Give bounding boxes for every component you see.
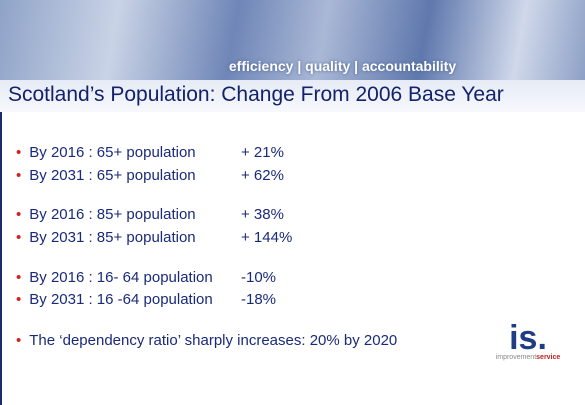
bullet: •By 2031 : 65+ population+ 62% (16, 167, 196, 184)
bullet: •By 2031 : 85+ population+ 144% (16, 229, 196, 246)
banner: efficiency | quality | accountability (0, 0, 585, 80)
bullet: •By 2016 : 16- 64 population-10% (16, 269, 213, 286)
bullet-dot: • (16, 206, 21, 223)
bullet-value: + 21% (241, 144, 284, 161)
logo-word: service (536, 354, 560, 361)
bullet-value: -10% (241, 269, 276, 286)
bullet-label: By 2016 : 85+ population (29, 206, 195, 223)
bullet-text: The ‘dependency ratio’ sharply increases… (29, 332, 397, 349)
logo-word: improvement (496, 354, 536, 361)
bullet-label: By 2016 : 16- 64 population (29, 269, 212, 286)
bullet-dot: • (16, 144, 21, 161)
bullet: •By 2031 : 16 -64 population-18% (16, 291, 213, 308)
bullet-value: + 38% (241, 206, 284, 223)
bullet-value: + 62% (241, 167, 284, 184)
tagline: efficiency | quality | accountability (0, 58, 585, 74)
title: Scotland’s Population: Change From 2006 … (0, 80, 585, 112)
logo-text: improvementservice (488, 354, 568, 361)
bullet: •The ‘dependency ratio’ sharply increase… (16, 332, 397, 349)
bullet-dot: • (16, 291, 21, 308)
bullet-label: By 2031 : 16 -64 population (29, 291, 212, 308)
bullet-value: -18% (241, 291, 276, 308)
bullet-label: By 2031 : 85+ population (29, 229, 195, 246)
bullet: •By 2016 : 85+ population+ 38% (16, 206, 196, 223)
bullet-value: + 144% (241, 229, 292, 246)
bullet: •By 2016 : 65+ population+ 21% (16, 144, 196, 161)
border (0, 112, 2, 405)
logo: is. improvementservice (488, 322, 568, 361)
bullet-dot: • (16, 269, 21, 286)
slide: efficiency | quality | accountability Sc… (0, 0, 585, 405)
bullet-dot: • (16, 167, 21, 184)
bullet-label: By 2016 : 65+ population (29, 144, 195, 161)
bullet-dot: • (16, 229, 21, 246)
bullet-label: By 2031 : 65+ population (29, 167, 195, 184)
logo-mark: is. (488, 322, 568, 354)
